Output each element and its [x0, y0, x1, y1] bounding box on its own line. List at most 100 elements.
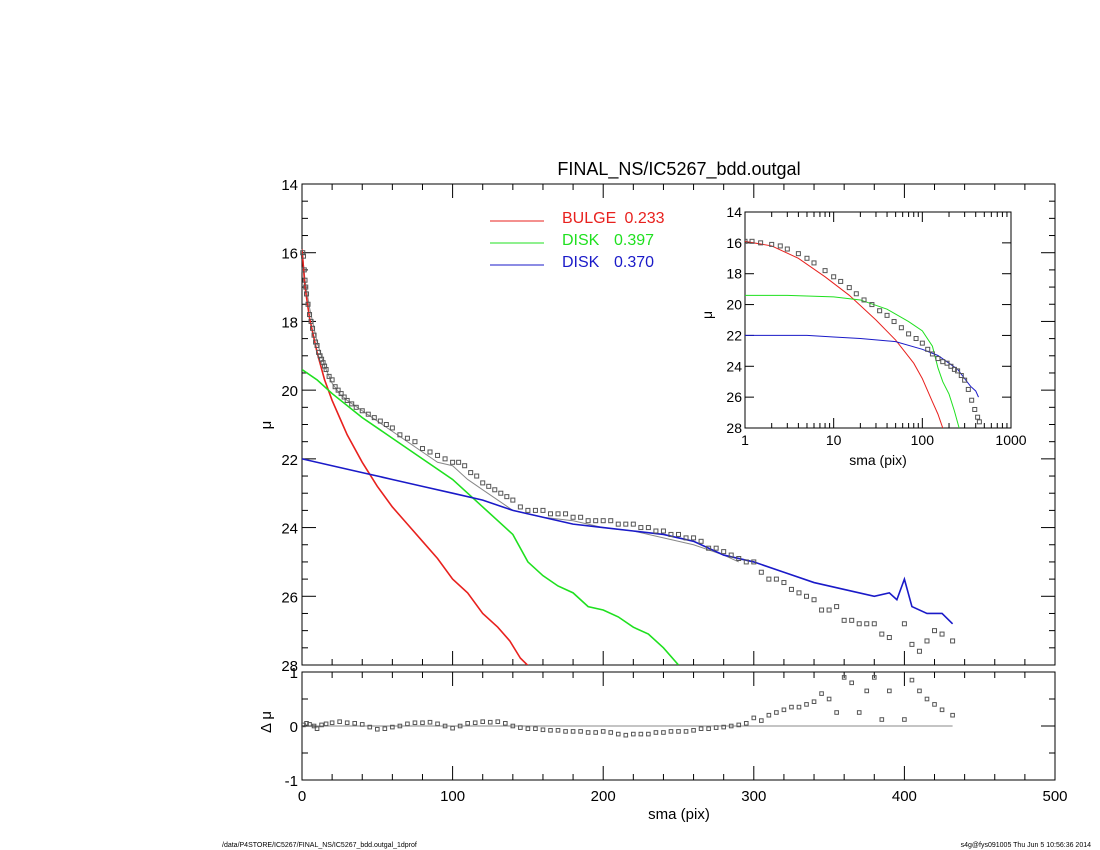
- inset-data-point: [811, 260, 817, 266]
- residual-point: [608, 730, 614, 735]
- data-point: [332, 384, 338, 390]
- data-point: [608, 518, 614, 524]
- inset-y-axis-label: μ: [699, 311, 715, 319]
- residual-point: [924, 696, 930, 702]
- legend-label: BULGE: [562, 210, 616, 227]
- inset-data-point: [898, 325, 904, 331]
- data-point: [349, 401, 355, 407]
- residual-point: [834, 710, 839, 715]
- data-point: [517, 504, 523, 510]
- x-tick-label: 0: [298, 788, 306, 805]
- residual-point: [450, 725, 455, 731]
- residual-point: [375, 726, 380, 732]
- residual-point: [540, 727, 546, 733]
- data-point: [773, 576, 779, 582]
- inset-data-point: [831, 274, 837, 280]
- residual-point: [442, 723, 448, 729]
- x-tick-label: 200: [591, 788, 616, 805]
- data-point: [365, 411, 371, 417]
- data-point: [305, 301, 311, 307]
- bulge-profile-line: [302, 249, 529, 665]
- inset-data-point: [745, 238, 748, 244]
- data-point: [323, 367, 329, 373]
- residual-point: [819, 691, 824, 696]
- data-point: [303, 284, 309, 290]
- residual-point: [691, 728, 696, 733]
- residual-point: [405, 721, 410, 727]
- residual-point: [304, 721, 309, 726]
- residual-point: [412, 720, 418, 726]
- inset-data-point: [972, 406, 978, 412]
- inset-data-point: [838, 278, 844, 284]
- data-point: [578, 514, 584, 520]
- data-point: [743, 559, 749, 565]
- residual-point: [864, 688, 870, 694]
- y-tick-label: 0: [290, 719, 298, 736]
- data-point: [939, 631, 945, 637]
- residual-point: [706, 726, 711, 732]
- inset-x-axis-label: sma (pix): [849, 452, 907, 468]
- footer-file-path: /data/P4STORE/IC5267/FINAL_NS/IC5267_bdd…: [222, 842, 417, 849]
- residual-point: [909, 677, 915, 683]
- inset-data-point: [919, 340, 925, 346]
- data-point: [456, 459, 462, 465]
- x-tick-label: 1: [741, 432, 749, 448]
- y-tick-label: 20: [281, 383, 298, 400]
- residual-point: [465, 721, 470, 726]
- y-tick-label: 28: [281, 658, 298, 675]
- residual-point: [950, 712, 955, 718]
- residual-point: [600, 729, 606, 734]
- residual-point: [518, 725, 523, 730]
- inset-data-point: [877, 308, 883, 314]
- residual-point: [698, 726, 704, 732]
- residual-point: [653, 730, 659, 735]
- data-point: [653, 528, 659, 534]
- y-tick-label: -1: [285, 773, 298, 790]
- data-point: [804, 593, 810, 599]
- y-tick-label: 18: [726, 266, 742, 282]
- model-total-line: [301, 249, 739, 563]
- data-point: [353, 404, 359, 410]
- data-point: [758, 569, 764, 575]
- data-point: [389, 425, 395, 431]
- residual-point: [435, 721, 440, 727]
- inset-data-point: [955, 368, 961, 374]
- residual-point: [638, 731, 644, 737]
- data-point: [412, 439, 418, 445]
- residual-point: [668, 729, 674, 734]
- y-tick-label: 24: [281, 521, 298, 538]
- residual-point: [646, 731, 651, 737]
- inset-data-point: [861, 297, 867, 303]
- data-point: [593, 518, 599, 524]
- residual-point: [721, 724, 726, 730]
- inset-data-point: [962, 377, 968, 383]
- inset-data-point: [846, 285, 852, 291]
- y-tick-label: 24: [726, 358, 742, 374]
- inset-data-point: [944, 360, 950, 366]
- residual-point: [939, 707, 945, 713]
- inset-data-point: [975, 414, 981, 420]
- inset-data-point: [891, 319, 897, 325]
- residual-point: [902, 717, 907, 722]
- residual-point: [676, 729, 681, 734]
- data-point: [600, 518, 606, 524]
- residual-point: [932, 702, 937, 707]
- data-point: [329, 377, 335, 383]
- data-point: [383, 422, 389, 427]
- inset-data-point: [935, 356, 941, 362]
- residual-point: [871, 675, 877, 680]
- y-axis-label: μ: [258, 421, 275, 430]
- y-tick-label: 26: [726, 389, 742, 405]
- data-point: [308, 318, 314, 324]
- residual-point: [427, 719, 433, 725]
- data-point: [864, 621, 870, 627]
- legend-value: 0.233: [625, 210, 665, 227]
- data-point: [841, 617, 847, 623]
- inset-disk2-line: [745, 334, 979, 398]
- legend-value: 0.370: [614, 254, 654, 271]
- x-tick-label: 10: [826, 432, 842, 448]
- inset-data-point: [884, 312, 890, 318]
- data-point: [924, 638, 930, 644]
- data-point: [683, 535, 689, 541]
- data-point: [498, 490, 504, 496]
